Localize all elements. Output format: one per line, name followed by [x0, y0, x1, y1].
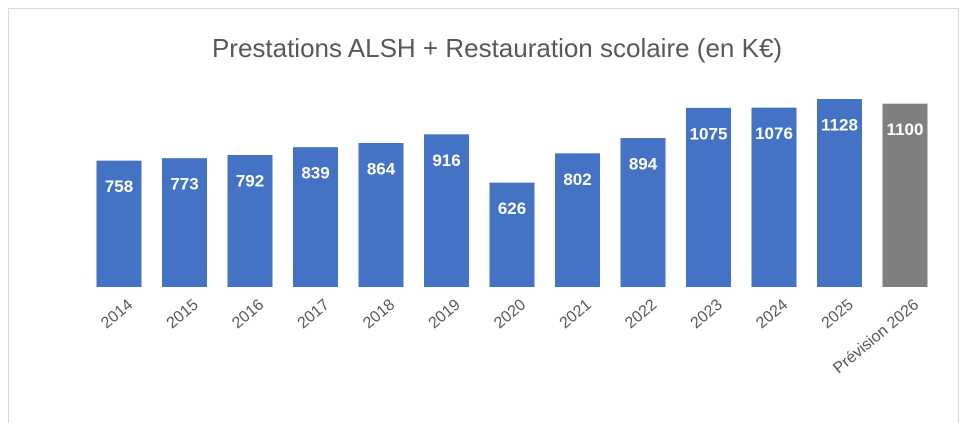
data-label: 1076 — [755, 124, 793, 143]
bar — [96, 160, 142, 287]
bar — [686, 107, 731, 287]
data-label: 1100 — [887, 120, 924, 139]
bar — [293, 147, 338, 287]
data-label: 758 — [105, 177, 133, 196]
data-label: 839 — [301, 164, 329, 183]
data-label: 1075 — [690, 124, 728, 143]
data-label: 773 — [170, 175, 198, 194]
bar — [817, 99, 862, 287]
bar — [882, 103, 928, 288]
chart-border — [8, 8, 959, 423]
data-label: 864 — [367, 159, 396, 178]
data-label: 894 — [629, 154, 658, 173]
bar — [227, 155, 273, 287]
bar — [162, 158, 207, 287]
data-label: 916 — [432, 151, 460, 170]
data-label: 626 — [498, 199, 526, 218]
bar — [751, 107, 797, 288]
data-label: 792 — [236, 171, 264, 190]
bar — [489, 182, 535, 287]
bar — [620, 138, 666, 287]
bar — [555, 153, 600, 287]
data-label: 1128 — [821, 115, 858, 134]
data-label: 802 — [563, 170, 591, 189]
bar — [358, 143, 404, 287]
chart-title: Prestations ALSH + Restauration scolaire… — [212, 33, 782, 63]
bar — [424, 134, 469, 287]
